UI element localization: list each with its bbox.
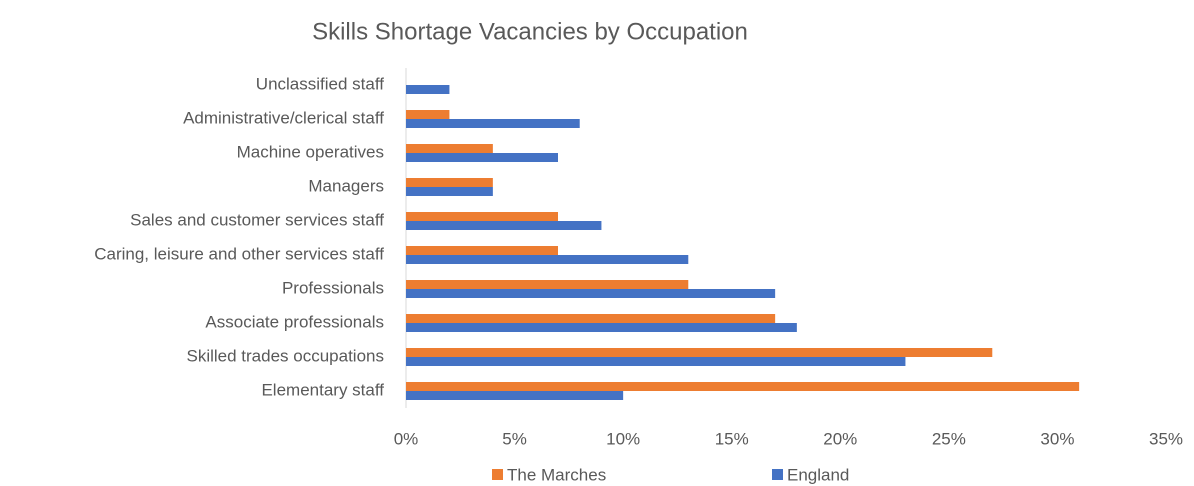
bar: [406, 314, 776, 323]
bar: [406, 144, 493, 153]
bar: [406, 153, 558, 162]
bar: [406, 178, 493, 187]
x-tick-label: 30%: [1040, 429, 1074, 448]
y-tick-label: Sales and customer services staff: [130, 210, 384, 229]
y-tick-label: Administrative/clerical staff: [183, 108, 384, 127]
y-tick-label: Professionals: [282, 278, 384, 297]
y-tick-label: Associate professionals: [205, 312, 384, 331]
y-tick-label: Machine operatives: [237, 142, 384, 161]
x-tick-label: 0%: [394, 429, 419, 448]
bar: [406, 289, 776, 298]
x-tick-label: 15%: [715, 429, 749, 448]
bar: [406, 323, 797, 332]
x-tick-label: 25%: [932, 429, 966, 448]
legend-label: England: [787, 465, 849, 484]
bar: [406, 221, 602, 230]
bar: [406, 280, 689, 289]
bar: [406, 119, 580, 128]
bar: [406, 246, 558, 255]
y-tick-label: Caring, leisure and other services staff: [94, 244, 384, 263]
bar: [406, 187, 493, 196]
x-tick-label: 10%: [606, 429, 640, 448]
bar: [406, 382, 1080, 391]
legend-label: The Marches: [507, 465, 606, 484]
y-tick-label: Unclassified staff: [256, 74, 384, 93]
legend-swatch: [492, 469, 503, 480]
bar: [406, 255, 689, 264]
y-tick-label: Skilled trades occupations: [186, 346, 384, 365]
y-tick-label: Managers: [308, 176, 384, 195]
x-tick-label: 35%: [1149, 429, 1183, 448]
bar: [406, 85, 450, 94]
bar: [406, 348, 993, 357]
y-tick-label: Elementary staff: [261, 380, 384, 399]
x-tick-label: 5%: [502, 429, 527, 448]
chart-title: Skills Shortage Vacancies by Occupation: [312, 18, 748, 45]
bar: [406, 212, 558, 221]
bar: [406, 110, 450, 119]
legend-swatch: [772, 469, 783, 480]
bar: [406, 391, 624, 400]
x-tick-label: 20%: [823, 429, 857, 448]
bar: [406, 357, 906, 366]
